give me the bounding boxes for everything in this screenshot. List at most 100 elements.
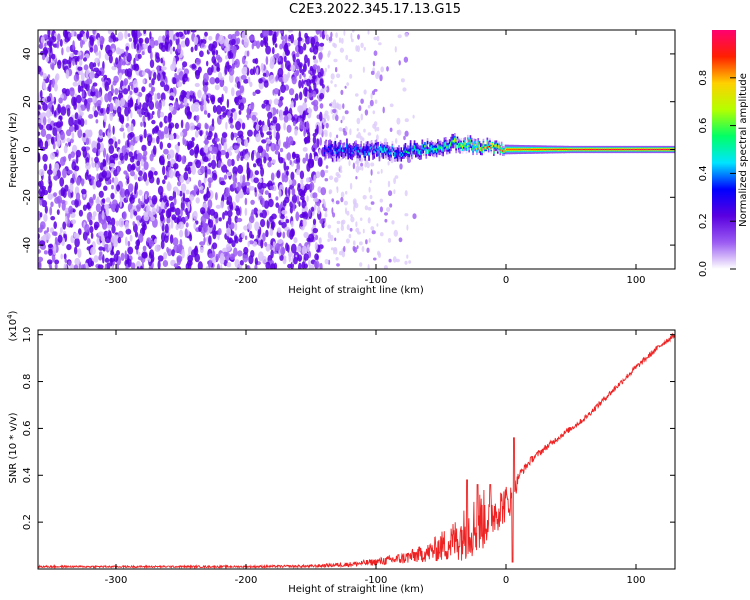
heatmap-noise-cell bbox=[112, 80, 117, 86]
heatmap-fade-cell bbox=[371, 230, 376, 235]
heatmap-noise-cell bbox=[191, 103, 196, 113]
heatmap-noise-cell bbox=[318, 237, 322, 245]
heatmap-signal-cell bbox=[415, 149, 417, 152]
heatmap-noise-cell bbox=[157, 260, 161, 269]
heatmap-fade-cell bbox=[324, 169, 329, 174]
heatmap-signal-cell bbox=[595, 149, 598, 151]
heatmap-noise-cell bbox=[244, 138, 249, 148]
heatmap-noise-cell bbox=[291, 194, 298, 204]
heatmap-noise-cell bbox=[259, 212, 263, 218]
heatmap-fade-cell bbox=[380, 168, 383, 174]
heatmap-fade-cell bbox=[355, 93, 359, 97]
heatmap-signal-cell bbox=[360, 147, 363, 150]
heatmap-noise-cell bbox=[47, 74, 51, 79]
heatmap-noise-cell bbox=[73, 264, 79, 269]
heatmap-noise-cell bbox=[127, 183, 134, 193]
heatmap-fade-cell bbox=[366, 247, 370, 253]
heatmap-noise-cell bbox=[188, 246, 192, 256]
heatmap-noise-cell bbox=[258, 195, 263, 201]
heatmap-noise-cell bbox=[236, 137, 242, 144]
heatmap-signal-cell bbox=[407, 151, 409, 154]
heatmap-noise-cell bbox=[253, 207, 259, 215]
heatmap-noise-cell bbox=[140, 121, 143, 127]
heatmap-noise-cell bbox=[253, 163, 257, 168]
heatmap-noise-cell bbox=[278, 57, 281, 62]
heatmap-noise-cell bbox=[57, 234, 63, 243]
heatmap-noise-cell bbox=[213, 224, 217, 232]
heatmap-noise-cell bbox=[261, 103, 266, 109]
x-tick-label: 100 bbox=[626, 575, 645, 586]
heatmap-fade-cell bbox=[367, 207, 372, 211]
heatmap-fade-cell bbox=[335, 200, 340, 205]
heatmap-signal-cell bbox=[567, 149, 569, 151]
heatmap-fade-cell bbox=[389, 203, 393, 208]
heatmap-noise-cell bbox=[129, 234, 133, 242]
heatmap-noise-cell bbox=[160, 80, 165, 88]
heatmap-noise-cell bbox=[211, 55, 216, 64]
heatmap-noise-cell bbox=[295, 211, 300, 222]
heatmap-noise-cell bbox=[140, 158, 144, 167]
heatmap-signal-cell bbox=[504, 148, 507, 151]
heatmap-noise-cell bbox=[120, 114, 125, 125]
heatmap-signal-cell bbox=[390, 152, 392, 155]
heatmap-noise-cell bbox=[199, 149, 204, 156]
heatmap-noise-cell bbox=[78, 209, 83, 217]
heatmap-signal-cell bbox=[537, 148, 539, 151]
heatmap-noise-cell bbox=[43, 163, 48, 171]
heatmap-signal-cell bbox=[617, 149, 620, 151]
heatmap-noise-cell bbox=[319, 262, 323, 269]
heatmap-signal-cell bbox=[395, 153, 398, 156]
heatmap-noise-cell bbox=[80, 104, 86, 111]
heatmap-signal-cell bbox=[493, 149, 495, 152]
heatmap-noise-cell bbox=[301, 245, 308, 256]
heatmap-signal-cell bbox=[456, 139, 459, 142]
heatmap-fade-cell bbox=[403, 135, 406, 141]
heatmap-noise-cell bbox=[180, 208, 183, 217]
heatmap-noise-cell bbox=[194, 106, 200, 112]
heatmap-noise-cell bbox=[129, 196, 135, 204]
heatmap-signal-cell bbox=[465, 146, 468, 148]
heatmap-noise-cell bbox=[130, 170, 135, 177]
heatmap-noise-cell bbox=[253, 150, 257, 157]
heatmap-signal-cell bbox=[398, 151, 400, 154]
heatmap-noise-cell bbox=[136, 266, 140, 269]
heatmap-noise-cell bbox=[161, 99, 166, 107]
heatmap-signal-cell bbox=[405, 150, 408, 153]
heatmap-signal-cell bbox=[550, 148, 552, 151]
heatmap-noise-cell bbox=[48, 248, 53, 256]
heatmap-fade-cell bbox=[362, 137, 365, 141]
heatmap-signal-cell bbox=[664, 149, 667, 151]
heatmap-noise-cell bbox=[214, 137, 220, 142]
heatmap-noise-cell bbox=[291, 76, 297, 85]
heatmap-noise-cell bbox=[98, 254, 103, 261]
heatmap-noise-cell bbox=[265, 142, 270, 152]
heatmap-signal-cell bbox=[619, 149, 621, 151]
heatmap-noise-cell bbox=[285, 60, 291, 70]
heatmap-noise-cell bbox=[241, 31, 248, 41]
heatmap-noise-cell bbox=[208, 219, 214, 228]
heatmap-noise-cell bbox=[311, 101, 316, 106]
heatmap-noise-cell bbox=[96, 196, 100, 204]
heatmap-noise-cell bbox=[232, 173, 237, 183]
heatmap-signal-cell bbox=[525, 148, 528, 151]
heatmap-noise-cell bbox=[273, 31, 277, 37]
heatmap-signal-cell bbox=[506, 148, 508, 151]
heatmap-noise-cell bbox=[192, 210, 198, 220]
heatmap-noise-cell bbox=[314, 128, 319, 135]
heatmap-fade-cell bbox=[350, 32, 353, 40]
heatmap-signal-cell bbox=[565, 148, 568, 150]
heatmap-noise-cell bbox=[241, 231, 245, 239]
heatmap-signal-cell bbox=[428, 150, 430, 153]
heatmap-noise-cell bbox=[74, 124, 79, 131]
heatmap-noise-cell bbox=[185, 222, 189, 228]
heatmap-noise-cell bbox=[241, 66, 248, 76]
heatmap-noise-cell bbox=[39, 221, 46, 230]
heatmap-noise-cell bbox=[117, 230, 124, 239]
heatmap-fade-cell bbox=[340, 37, 344, 44]
heatmap-fade-cell bbox=[328, 36, 333, 42]
heatmap-fade-cell bbox=[330, 31, 333, 38]
heatmap-noise-cell bbox=[124, 250, 127, 261]
heatmap-fade-cell bbox=[341, 219, 346, 225]
heatmap-noise-cell bbox=[50, 201, 54, 208]
heatmap-noise-cell bbox=[290, 220, 294, 228]
